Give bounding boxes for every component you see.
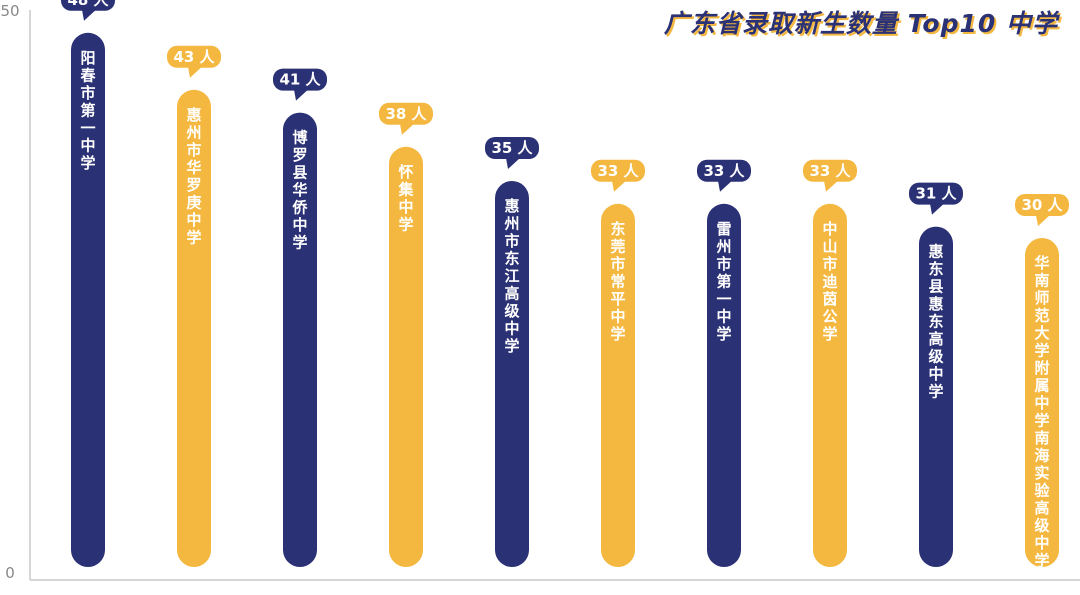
bar: [919, 226, 953, 567]
value-bubble-pointer: [1036, 215, 1050, 226]
value-bubble-pointer: [400, 123, 414, 135]
bar: [389, 146, 423, 568]
value-label: 33 人: [809, 162, 851, 180]
value-label-bubble: 30 人: [1015, 194, 1069, 226]
value-bubble-box: [803, 159, 857, 182]
category-label: 雷州市第一中学: [715, 220, 731, 343]
value-bubble-pointer: [506, 158, 520, 169]
y-tick-label: 50: [0, 2, 19, 20]
value-label-bubble: 31 人: [909, 182, 963, 215]
value-bubble-box: [697, 159, 751, 182]
value-bubble-pointer: [82, 9, 96, 21]
value-label-bubble: 41 人: [273, 68, 327, 101]
value-bubble-pointer: [294, 89, 308, 101]
value-label-bubble: 33 人: [697, 159, 751, 192]
value-label-bubble: 33 人: [591, 159, 645, 192]
category-label: 惠州市华罗庚中学: [185, 106, 201, 247]
value-label: 41 人: [279, 71, 321, 89]
category-label: 阳春市第一中学: [80, 49, 95, 172]
value-bubble-box: [1015, 194, 1069, 216]
bar: [71, 32, 105, 568]
value-bubble-pointer: [930, 203, 944, 215]
value-label-bubble: 35 人: [485, 137, 539, 169]
value-label: 31 人: [915, 185, 957, 203]
category-label: 东莞市常平中学: [610, 220, 625, 343]
value-label-bubble: 48 人: [61, 0, 115, 21]
y-tick-label: 0: [5, 564, 15, 582]
bar: [1025, 238, 1059, 567]
value-bubble-box: [379, 102, 433, 125]
bar: [177, 89, 211, 568]
value-bubble-box: [167, 45, 221, 68]
value-label: 33 人: [703, 162, 745, 180]
category-label: 怀集中学: [397, 163, 414, 234]
category-label: 中山市迪茵公学: [822, 220, 837, 343]
value-label: 43 人: [173, 48, 215, 66]
value-label: 48 人: [67, 0, 109, 9]
bar: [601, 203, 635, 568]
value-label-bubble: 33 人: [803, 159, 857, 192]
value-bubble-pointer: [188, 66, 202, 78]
value-bubble-pointer: [718, 180, 732, 192]
value-label: 30 人: [1021, 196, 1063, 214]
value-bubble-box: [909, 182, 963, 205]
value-bubble-pointer: [612, 180, 626, 192]
value-label: 35 人: [491, 139, 533, 157]
value-bubble-box: [591, 159, 645, 182]
value-bubble-box: [273, 68, 327, 91]
category-label: 惠州市东江高级中学: [503, 197, 520, 355]
value-bubble-pointer: [824, 180, 838, 192]
bar: [283, 112, 317, 567]
value-bubble-box: [61, 0, 115, 11]
value-label-bubble: 38 人: [379, 102, 433, 135]
value-label-bubble: 43 人: [167, 45, 221, 78]
bar: [495, 181, 529, 567]
category-label: 博罗县华侨中学: [291, 129, 308, 252]
value-bubble-box: [485, 137, 539, 159]
bar: [813, 203, 847, 568]
category-label: 华南师范大学附属中学南海实验高级中学: [1034, 254, 1050, 570]
bar: [707, 203, 741, 568]
category-label: 惠东县惠东高级中学: [928, 243, 944, 401]
value-label: 38 人: [385, 105, 427, 123]
chart-title: 广东省录取新生数量 Top10 中学: [663, 9, 1058, 38]
value-label: 33 人: [597, 162, 639, 180]
